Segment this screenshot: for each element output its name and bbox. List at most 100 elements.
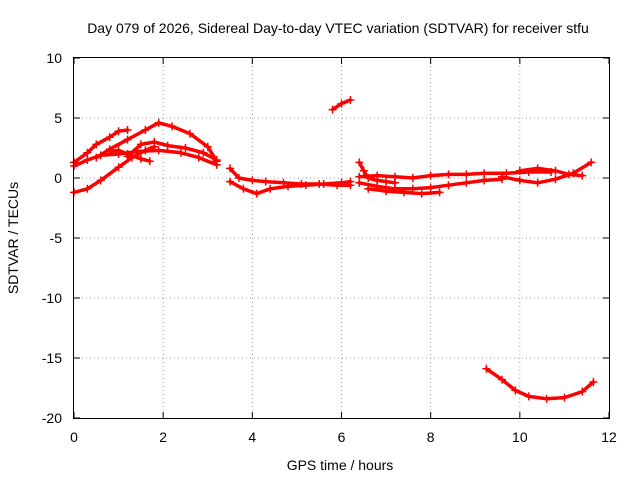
series-arc-k [355,168,556,182]
plot-frame [73,57,610,419]
data-point [163,141,172,150]
data-point [141,126,150,134]
axis-ticks [73,57,610,419]
data-point [359,166,368,175]
data-point [261,177,270,186]
x-tick-label: 0 [70,429,78,445]
x-tick-label: 4 [248,429,256,445]
series-arc-p [482,364,598,403]
data-point [123,126,132,134]
y-tick-label: 0 [54,170,62,186]
data-point [123,135,132,144]
series-arc-e [123,138,221,164]
x-tick-labels: 0 2 4 6 8 10 12 [70,429,617,445]
data-point [498,172,506,181]
data-point [355,172,364,181]
data-point [181,144,190,152]
data-point [136,154,145,163]
data-point [382,187,391,196]
data-point [444,181,453,190]
y-axis-label: SDTVAR / TECUs [5,182,21,294]
y-tick-label: -20 [42,410,62,426]
data-point [194,153,203,162]
data-point [560,393,569,402]
data-point [92,140,101,149]
series-arc-l [355,158,399,187]
data-point [252,189,261,198]
data-point [83,184,92,193]
y-tick-label: -10 [42,290,62,306]
data-series [70,96,598,403]
data-point [515,166,524,175]
data-point [578,171,587,180]
series-arc-i [328,96,355,114]
data-point [141,146,150,155]
y-tick-label: 10 [46,50,62,66]
data-point [364,184,373,193]
data-point [502,169,511,178]
data-point [426,183,435,192]
data-point [382,177,391,186]
y-tick-labels: -20 -15 -10 -5 0 5 10 [42,50,62,426]
data-point [185,129,194,138]
data-point [564,170,573,179]
x-axis-label: GPS time / hours [287,457,394,473]
series-arc-m [364,184,444,198]
data-point [239,184,248,193]
data-point [266,184,275,193]
data-point [498,375,506,384]
data-point [346,96,355,104]
x-tick-label: 8 [427,429,435,445]
chart-title: Day 079 of 2026, Sidereal Day-to-day VTE… [87,20,589,36]
data-point [105,147,114,156]
x-tick-label: 6 [338,429,346,445]
data-point [373,176,382,185]
data-point [96,176,105,185]
data-point [551,175,560,184]
data-point [114,127,123,136]
x-tick-label: 10 [512,429,528,445]
data-point [551,166,560,175]
data-point [355,158,364,167]
data-point [83,148,92,157]
data-point [301,181,310,190]
data-point [364,174,373,182]
data-point [399,188,408,197]
data-point [482,364,491,373]
data-point [177,148,185,157]
data-point [114,163,123,172]
data-point [328,105,337,114]
x-tick-label: 12 [601,429,617,445]
data-point [417,189,426,198]
data-point [480,169,489,178]
data-point [542,394,551,403]
series-arc-f [105,146,154,166]
data-point [589,378,598,386]
y-tick-label: -5 [50,230,63,246]
data-point [444,170,453,179]
data-point [168,122,177,131]
data-point [123,150,132,158]
grid [74,58,609,418]
data-point [145,157,154,166]
data-point [114,146,123,155]
data-point [533,178,542,187]
series-arc-o [515,164,587,180]
data-point [212,156,221,164]
data-point [105,133,114,142]
data-point [462,170,471,179]
series-arc-c [70,126,132,167]
data-point [578,387,587,396]
data-point [426,171,435,180]
data-point [337,178,346,187]
y-tick-label: -15 [42,350,62,366]
data-point [533,164,542,173]
data-point [234,174,243,182]
data-point [462,178,471,187]
data-point [319,180,328,188]
data-point [511,386,520,395]
data-point [203,142,212,151]
data-point [226,164,235,173]
data-point [524,392,533,401]
